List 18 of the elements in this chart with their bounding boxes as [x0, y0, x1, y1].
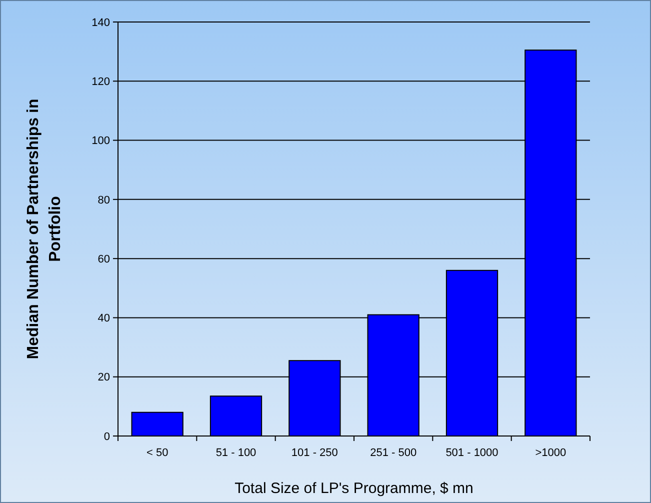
x-axis-title: Total Size of LP's Programme, $ mn: [234, 480, 474, 497]
y-tick-label: 80: [98, 194, 110, 206]
y-tick-label: 60: [98, 253, 110, 266]
x-tick-label: 51 - 100: [216, 447, 256, 459]
x-tick-label: >1000: [535, 447, 566, 459]
bar: [210, 396, 262, 436]
y-tick-label: 40: [98, 312, 110, 325]
x-tick-label: 501 - 1000: [446, 447, 498, 459]
y-tick-label: 140: [92, 16, 110, 29]
y-tick-label: 20: [98, 372, 110, 384]
y-tick-label: 120: [92, 76, 110, 88]
bar: [131, 412, 184, 436]
x-tick-label: 101 - 250: [291, 447, 338, 459]
x-tick-label: 251 - 500: [370, 447, 417, 459]
x-tick-label: < 50: [146, 447, 168, 459]
y-axis-title: Median Number of Partnerships in Portfolio: [25, 98, 64, 360]
y-tick-label: 100: [92, 135, 110, 148]
y-tick-label: 0: [104, 430, 110, 443]
